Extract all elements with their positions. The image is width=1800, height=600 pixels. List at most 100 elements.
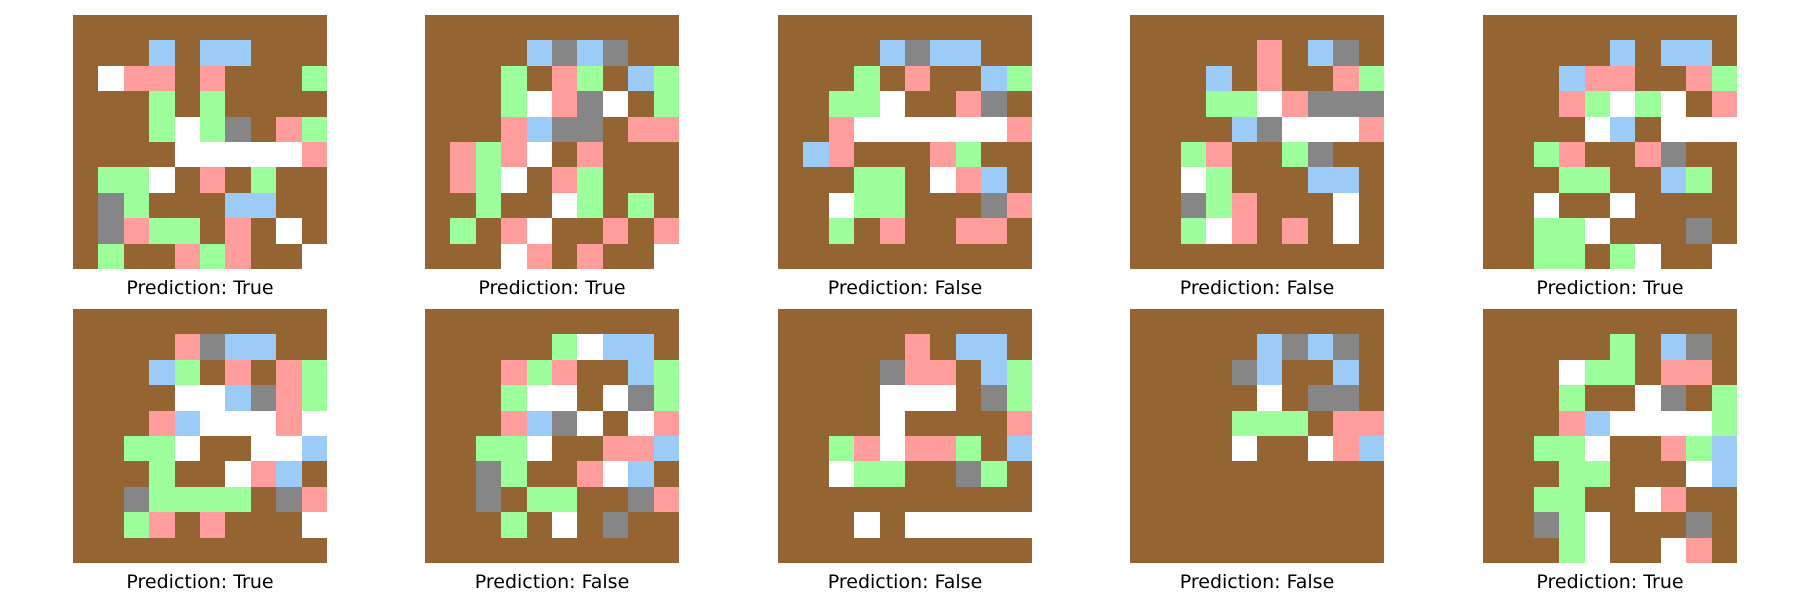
grid-cell — [1712, 167, 1737, 192]
grid-cell — [1206, 65, 1232, 92]
grid-cell — [302, 91, 327, 116]
grid-cell — [1609, 334, 1636, 360]
grid-cell — [475, 192, 502, 219]
grid-cell — [1534, 334, 1559, 359]
grid-cell — [577, 309, 602, 334]
grid-cell — [854, 15, 879, 40]
grid-cell — [1232, 487, 1257, 512]
grid-image — [778, 309, 1032, 563]
grid-image — [1130, 15, 1384, 269]
grid-cell — [577, 512, 602, 537]
grid-cell — [225, 334, 251, 360]
grid-cell — [1559, 117, 1584, 142]
grid-cell — [552, 15, 577, 40]
grid-cell — [1155, 167, 1180, 192]
grid-cell — [829, 538, 854, 563]
grid-cell — [829, 487, 854, 512]
grid-cell — [1533, 141, 1560, 168]
grid-cell — [905, 218, 930, 243]
grid-cell — [1559, 65, 1585, 92]
grid-cell — [1483, 218, 1508, 243]
grid-cell — [450, 309, 475, 334]
grid-cell — [476, 385, 501, 410]
grid-cell — [1609, 410, 1636, 436]
grid-cell — [73, 411, 98, 436]
grid-cell — [1333, 385, 1359, 411]
grid-cell — [905, 309, 930, 334]
grid-cell — [501, 243, 527, 269]
grid-cell — [73, 40, 98, 65]
grid-cell — [1130, 436, 1155, 461]
grid-cell — [1534, 66, 1559, 91]
grid-cell — [577, 167, 603, 193]
grid-cell — [1282, 385, 1307, 410]
grid-cell — [501, 218, 527, 244]
grid-cell — [225, 141, 251, 168]
grid-cell — [905, 244, 930, 269]
grid-cell — [905, 91, 930, 116]
grid-cell — [425, 40, 450, 65]
grid-cell — [149, 91, 175, 117]
grid-cell — [854, 244, 879, 269]
grid-cell — [1584, 116, 1610, 142]
grid-cell — [425, 218, 450, 243]
grid-cell — [1635, 243, 1661, 269]
grid-cell — [1508, 142, 1533, 167]
grid-cell — [225, 359, 251, 386]
prediction-label: Prediction: False — [827, 571, 983, 593]
grid-cell — [552, 461, 577, 486]
grid-cell — [301, 116, 327, 142]
grid-cell — [904, 334, 931, 360]
grid-cell — [276, 91, 301, 116]
grid-cell — [174, 410, 200, 436]
grid-cell — [149, 244, 174, 269]
grid-cell — [200, 436, 225, 461]
grid-cell — [1181, 117, 1206, 142]
grid-cell — [880, 15, 905, 40]
grid-cell — [1231, 91, 1257, 117]
grid-cell — [778, 309, 803, 334]
grid-cell — [803, 218, 828, 243]
grid-cell — [778, 167, 803, 192]
grid-cell — [1256, 359, 1283, 386]
prediction-label: Prediction: True — [478, 277, 626, 299]
grid-cell — [854, 538, 879, 563]
grid-cell — [829, 360, 854, 385]
grid-cell — [653, 385, 679, 411]
grid-cell — [199, 385, 226, 411]
grid-cell — [803, 538, 828, 563]
grid-cell — [225, 385, 251, 411]
grid-cell — [302, 167, 327, 192]
grid-cell — [1712, 334, 1737, 359]
grid-cell — [200, 309, 225, 334]
grid-cell — [200, 360, 225, 385]
grid-cell — [577, 15, 602, 40]
grid-cell — [930, 141, 956, 168]
grid-cell — [73, 117, 98, 142]
grid-cell — [628, 309, 653, 334]
grid-cell — [654, 142, 679, 167]
grid-cell — [73, 385, 98, 410]
grid-cell — [654, 538, 679, 563]
grid-cell — [1635, 167, 1660, 192]
grid-cell — [1508, 40, 1533, 65]
grid-cell — [302, 461, 327, 486]
grid-image — [425, 15, 679, 269]
grid-cell — [1508, 244, 1533, 269]
grid-cell — [123, 435, 150, 462]
grid-cell — [1333, 512, 1358, 537]
grid-cell — [1282, 410, 1308, 436]
grid-cell — [879, 167, 905, 193]
grid-cell — [149, 410, 175, 436]
grid-cell — [1006, 435, 1032, 462]
grid-cell — [628, 334, 654, 360]
grid-cell — [73, 461, 98, 486]
grid-cell — [654, 40, 679, 65]
grid-cell — [98, 167, 124, 193]
grid-cell — [501, 487, 526, 512]
grid-cell — [803, 334, 828, 359]
grid-cell — [1559, 435, 1585, 462]
grid-cell — [803, 309, 828, 334]
grid-cell — [1256, 334, 1283, 360]
grid-cell — [1256, 40, 1283, 66]
